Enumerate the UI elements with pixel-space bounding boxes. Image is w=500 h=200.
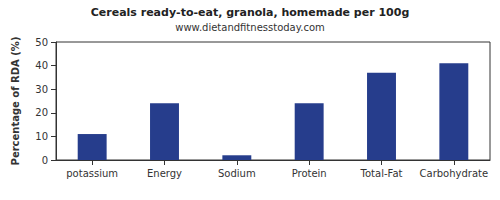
- svg-text:20: 20: [35, 107, 48, 118]
- svg-text:Sodium: Sodium: [218, 168, 256, 179]
- svg-text:Total-Fat: Total-Fat: [360, 168, 403, 179]
- svg-text:potassium: potassium: [66, 168, 118, 179]
- svg-text:0: 0: [42, 155, 48, 166]
- svg-text:Cereals ready-to-eat, granola,: Cereals ready-to-eat, granola, homemade …: [91, 6, 410, 19]
- svg-text:Protein: Protein: [292, 168, 327, 179]
- svg-text:40: 40: [35, 60, 48, 71]
- svg-text:50: 50: [35, 37, 48, 48]
- svg-text:www.dietandfitnesstoday.com: www.dietandfitnesstoday.com: [175, 22, 324, 33]
- svg-text:Carbohydrate: Carbohydrate: [420, 168, 489, 179]
- svg-text:10: 10: [35, 131, 48, 142]
- svg-text:Percentage of RDA (%): Percentage of RDA (%): [10, 37, 21, 166]
- svg-text:30: 30: [35, 84, 48, 95]
- svg-text:Energy: Energy: [147, 168, 182, 179]
